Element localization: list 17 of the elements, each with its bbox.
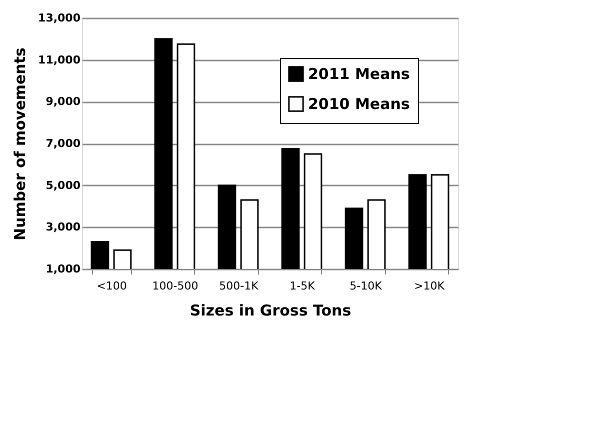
legend-label: 2010 Means [308,95,410,113]
x-tick-label: 1-5K [290,280,316,292]
y-axis-title: Number of movements [11,47,30,240]
x-tick-label: 100-500 [152,280,198,292]
x-tick-label: 500-1K [219,280,260,292]
x-tick-label: <100 [96,280,127,292]
y-tick-label: 9,000 [46,95,81,108]
y-tick-label: 7,000 [46,137,81,150]
y-tick-label: 13,000 [38,12,81,24]
y-tick-label: 3,000 [46,220,81,234]
y-tick-label: 5,000 [46,178,81,192]
x-tick-label: >10K [414,280,446,292]
y-tick-label: 1,000 [46,262,81,276]
x-tick-label: 5-10K [350,280,383,292]
legend-label: 2011 Means [308,65,410,83]
x-axis-title: Sizes in Gross Tons [190,302,352,320]
y-tick-label: 11,000 [38,53,81,66]
